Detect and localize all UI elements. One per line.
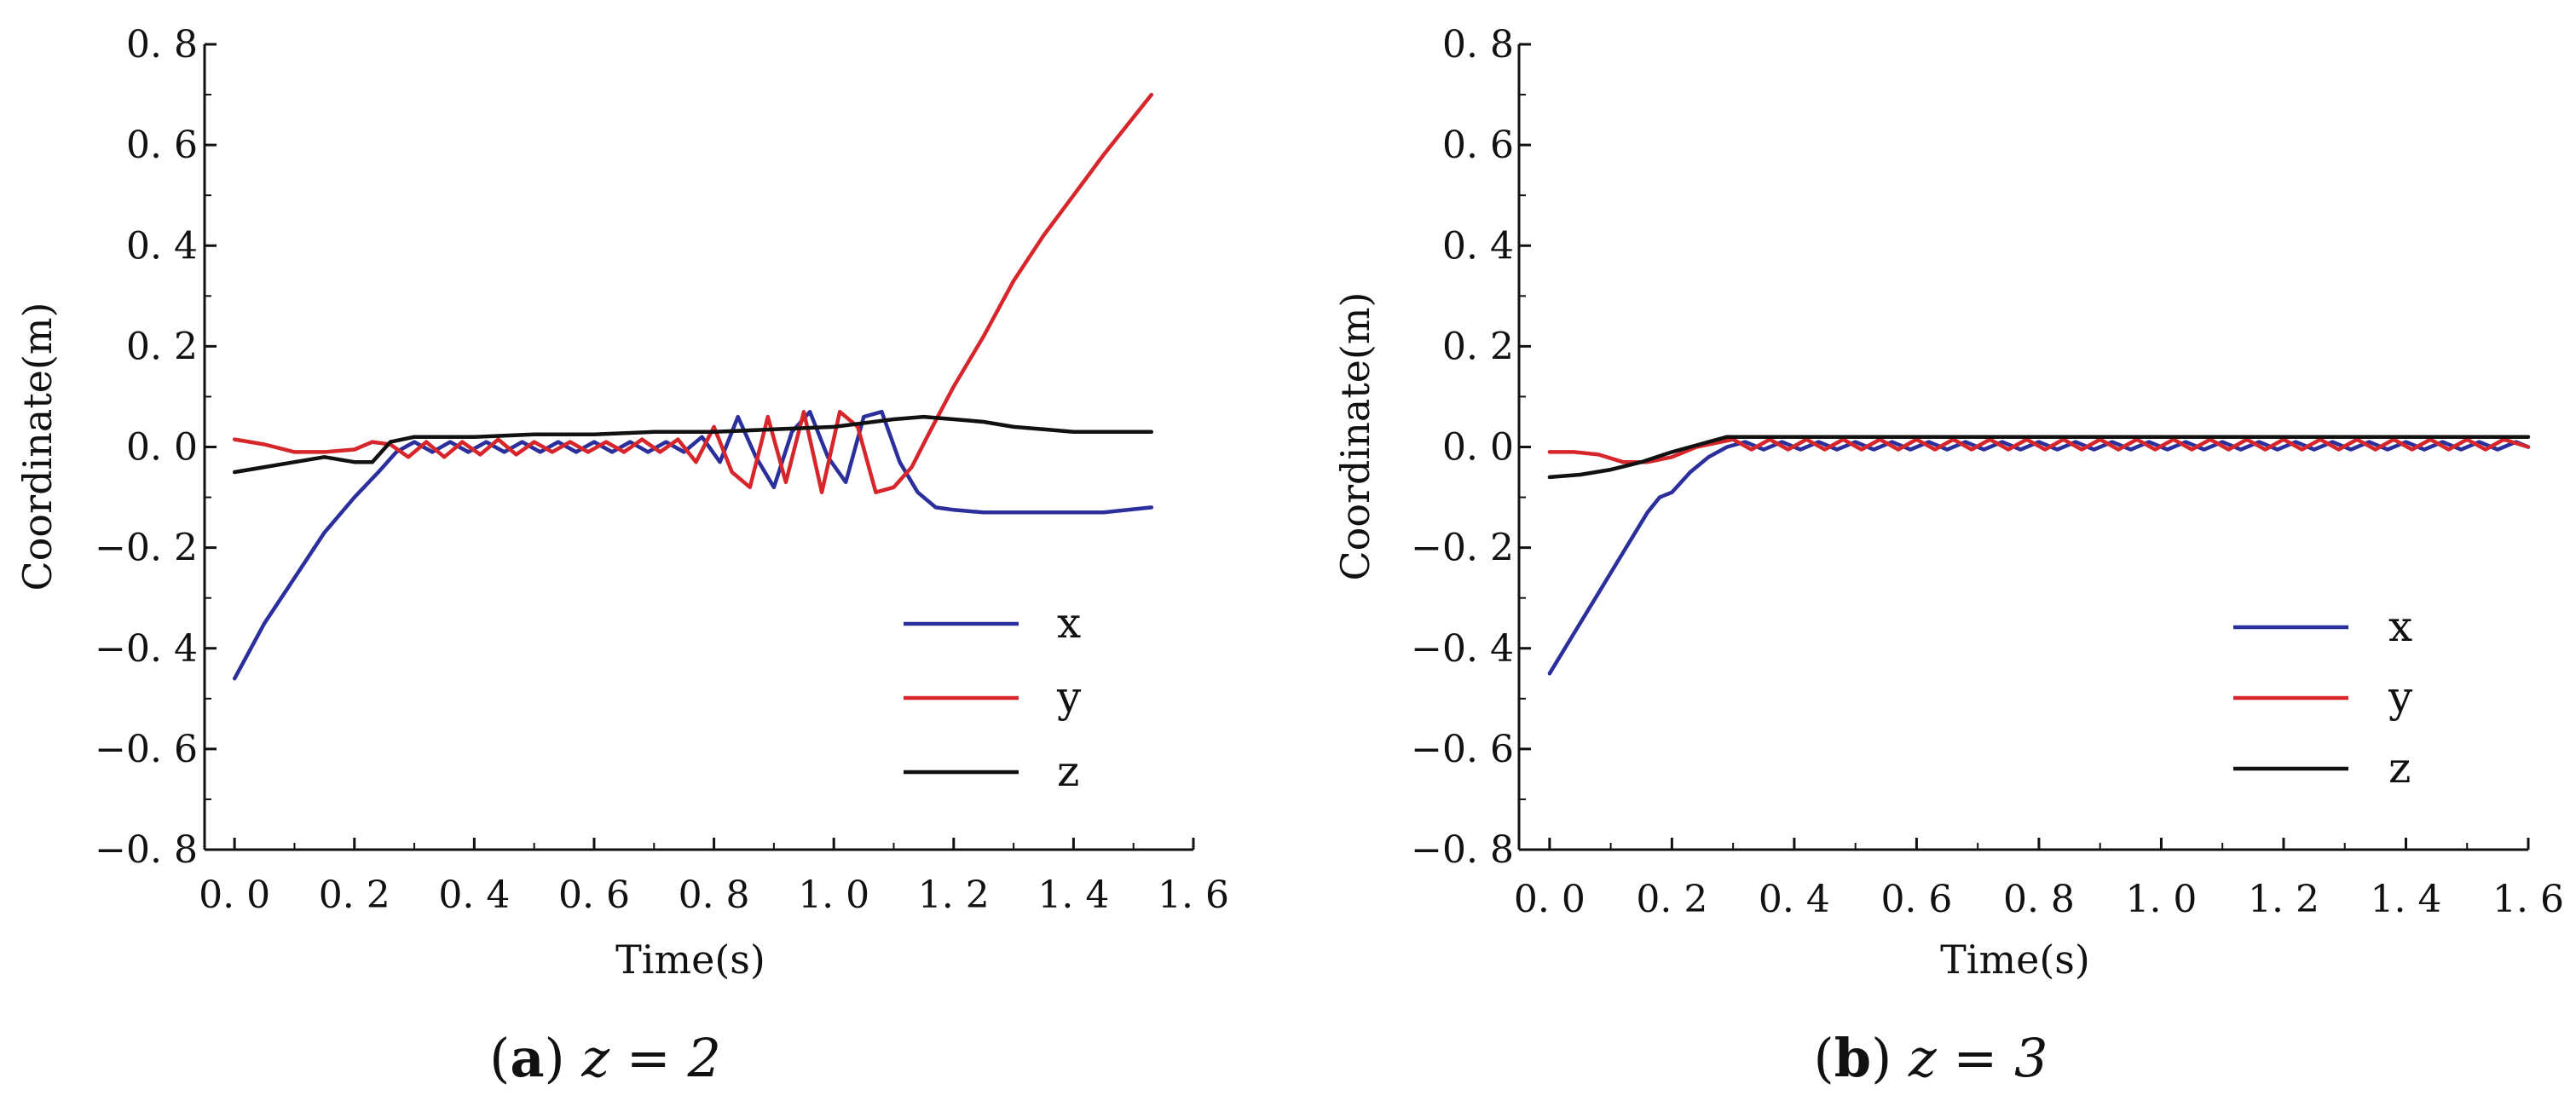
x-tick-label: 1. 6 xyxy=(1158,873,1229,917)
y-tick-label: −0. 2 xyxy=(1411,527,1514,570)
y-tick-label: 0. 2 xyxy=(126,325,198,368)
y-tick-label: 0. 4 xyxy=(1442,224,1514,268)
legend-label-x: x xyxy=(1057,598,1081,648)
y-tick-label: −0. 4 xyxy=(1411,627,1514,671)
x-tick-label: 1. 2 xyxy=(918,873,990,917)
x-axis-label: Time(s) xyxy=(615,937,765,983)
y-tick-label: 0. 6 xyxy=(126,124,198,167)
x-tick-label: 0. 0 xyxy=(1514,878,1585,921)
x-tick-label: 1. 6 xyxy=(2492,878,2564,921)
x-tick-label: 0. 8 xyxy=(679,873,750,917)
x-tick-label: 0. 4 xyxy=(438,873,510,917)
legend-label-x: x xyxy=(2388,602,2412,651)
caption-a: (a) z = 2 xyxy=(489,1027,721,1089)
series-line-z xyxy=(1547,435,2531,480)
legend-label-z: z xyxy=(2388,743,2411,793)
legend: xyz xyxy=(2233,602,2413,793)
y-tick-label: 0. 8 xyxy=(1442,23,1514,66)
x-tick-label: 0. 2 xyxy=(319,873,390,917)
y-tick-label: 0. 2 xyxy=(1442,325,1514,368)
series-line-y xyxy=(1547,437,2531,464)
x-tick-label: 0. 6 xyxy=(1880,878,1952,921)
y-tick-label: 0. 4 xyxy=(126,224,198,268)
y-tick-label: −0. 8 xyxy=(1411,828,1514,872)
legend-label-z: z xyxy=(1057,747,1079,796)
caption-a-text: z = 2 xyxy=(565,1027,721,1089)
chart-panel-b: −0. 8 −0. 6 −0. 4 −0. 2 0. 0 0. 2 0. 4 0. 6 0. 8… xyxy=(1332,23,2564,1089)
x-axis-label: Time(s) xyxy=(1940,937,2090,983)
y-tick-label: −0. 6 xyxy=(1411,728,1514,771)
y-tick-label: 0. 0 xyxy=(1442,426,1514,470)
series-line-y xyxy=(232,92,1154,494)
y-axis-label: Coordinate(m) xyxy=(1332,291,1378,580)
y-tick-label: 0. 0 xyxy=(126,426,198,470)
caption-a-letter: a xyxy=(510,1027,544,1089)
chart-panel-a: −0. 8 −0. 6 −0. 4 −0. 2 0. 0 0. 2 0. 4 0. 6 0. 8… xyxy=(14,23,1229,1089)
y-tick-label: −0. 2 xyxy=(95,527,198,570)
x-tick-label: 0. 8 xyxy=(2003,878,2075,921)
x-tick-label: 1. 0 xyxy=(2125,878,2197,921)
legend-label-y: y xyxy=(2388,672,2413,722)
caption-b: (b) z = 3 xyxy=(1814,1027,2048,1089)
caption-b-text: z = 3 xyxy=(1892,1027,2048,1089)
y-tick-label: −0. 6 xyxy=(95,728,198,771)
x-tick-label: 1. 0 xyxy=(798,873,869,917)
y-tick-label: −0. 4 xyxy=(95,627,198,671)
legend: xyz xyxy=(904,598,1082,796)
x-tick-label: 1. 4 xyxy=(2371,878,2442,921)
y-axis-label: Coordinate(m) xyxy=(14,302,61,591)
legend-label-y: y xyxy=(1056,672,1082,722)
y-tick-label: 0. 6 xyxy=(1442,124,1514,167)
x-tick-label: 0. 2 xyxy=(1636,878,1707,921)
x-tick-label: 0. 4 xyxy=(1759,878,1830,921)
series-line-z xyxy=(232,414,1154,475)
x-tick-label: 1. 2 xyxy=(2248,878,2319,921)
caption-b-letter: b xyxy=(1834,1027,1871,1089)
y-tick-label: 0. 8 xyxy=(126,23,198,66)
x-tick-label: 0. 6 xyxy=(558,873,630,917)
series-line-x xyxy=(232,409,1154,681)
y-tick-label: −0. 8 xyxy=(95,828,198,872)
x-tick-label: 0. 0 xyxy=(199,873,270,917)
x-tick-label: 1. 4 xyxy=(1037,873,1109,917)
